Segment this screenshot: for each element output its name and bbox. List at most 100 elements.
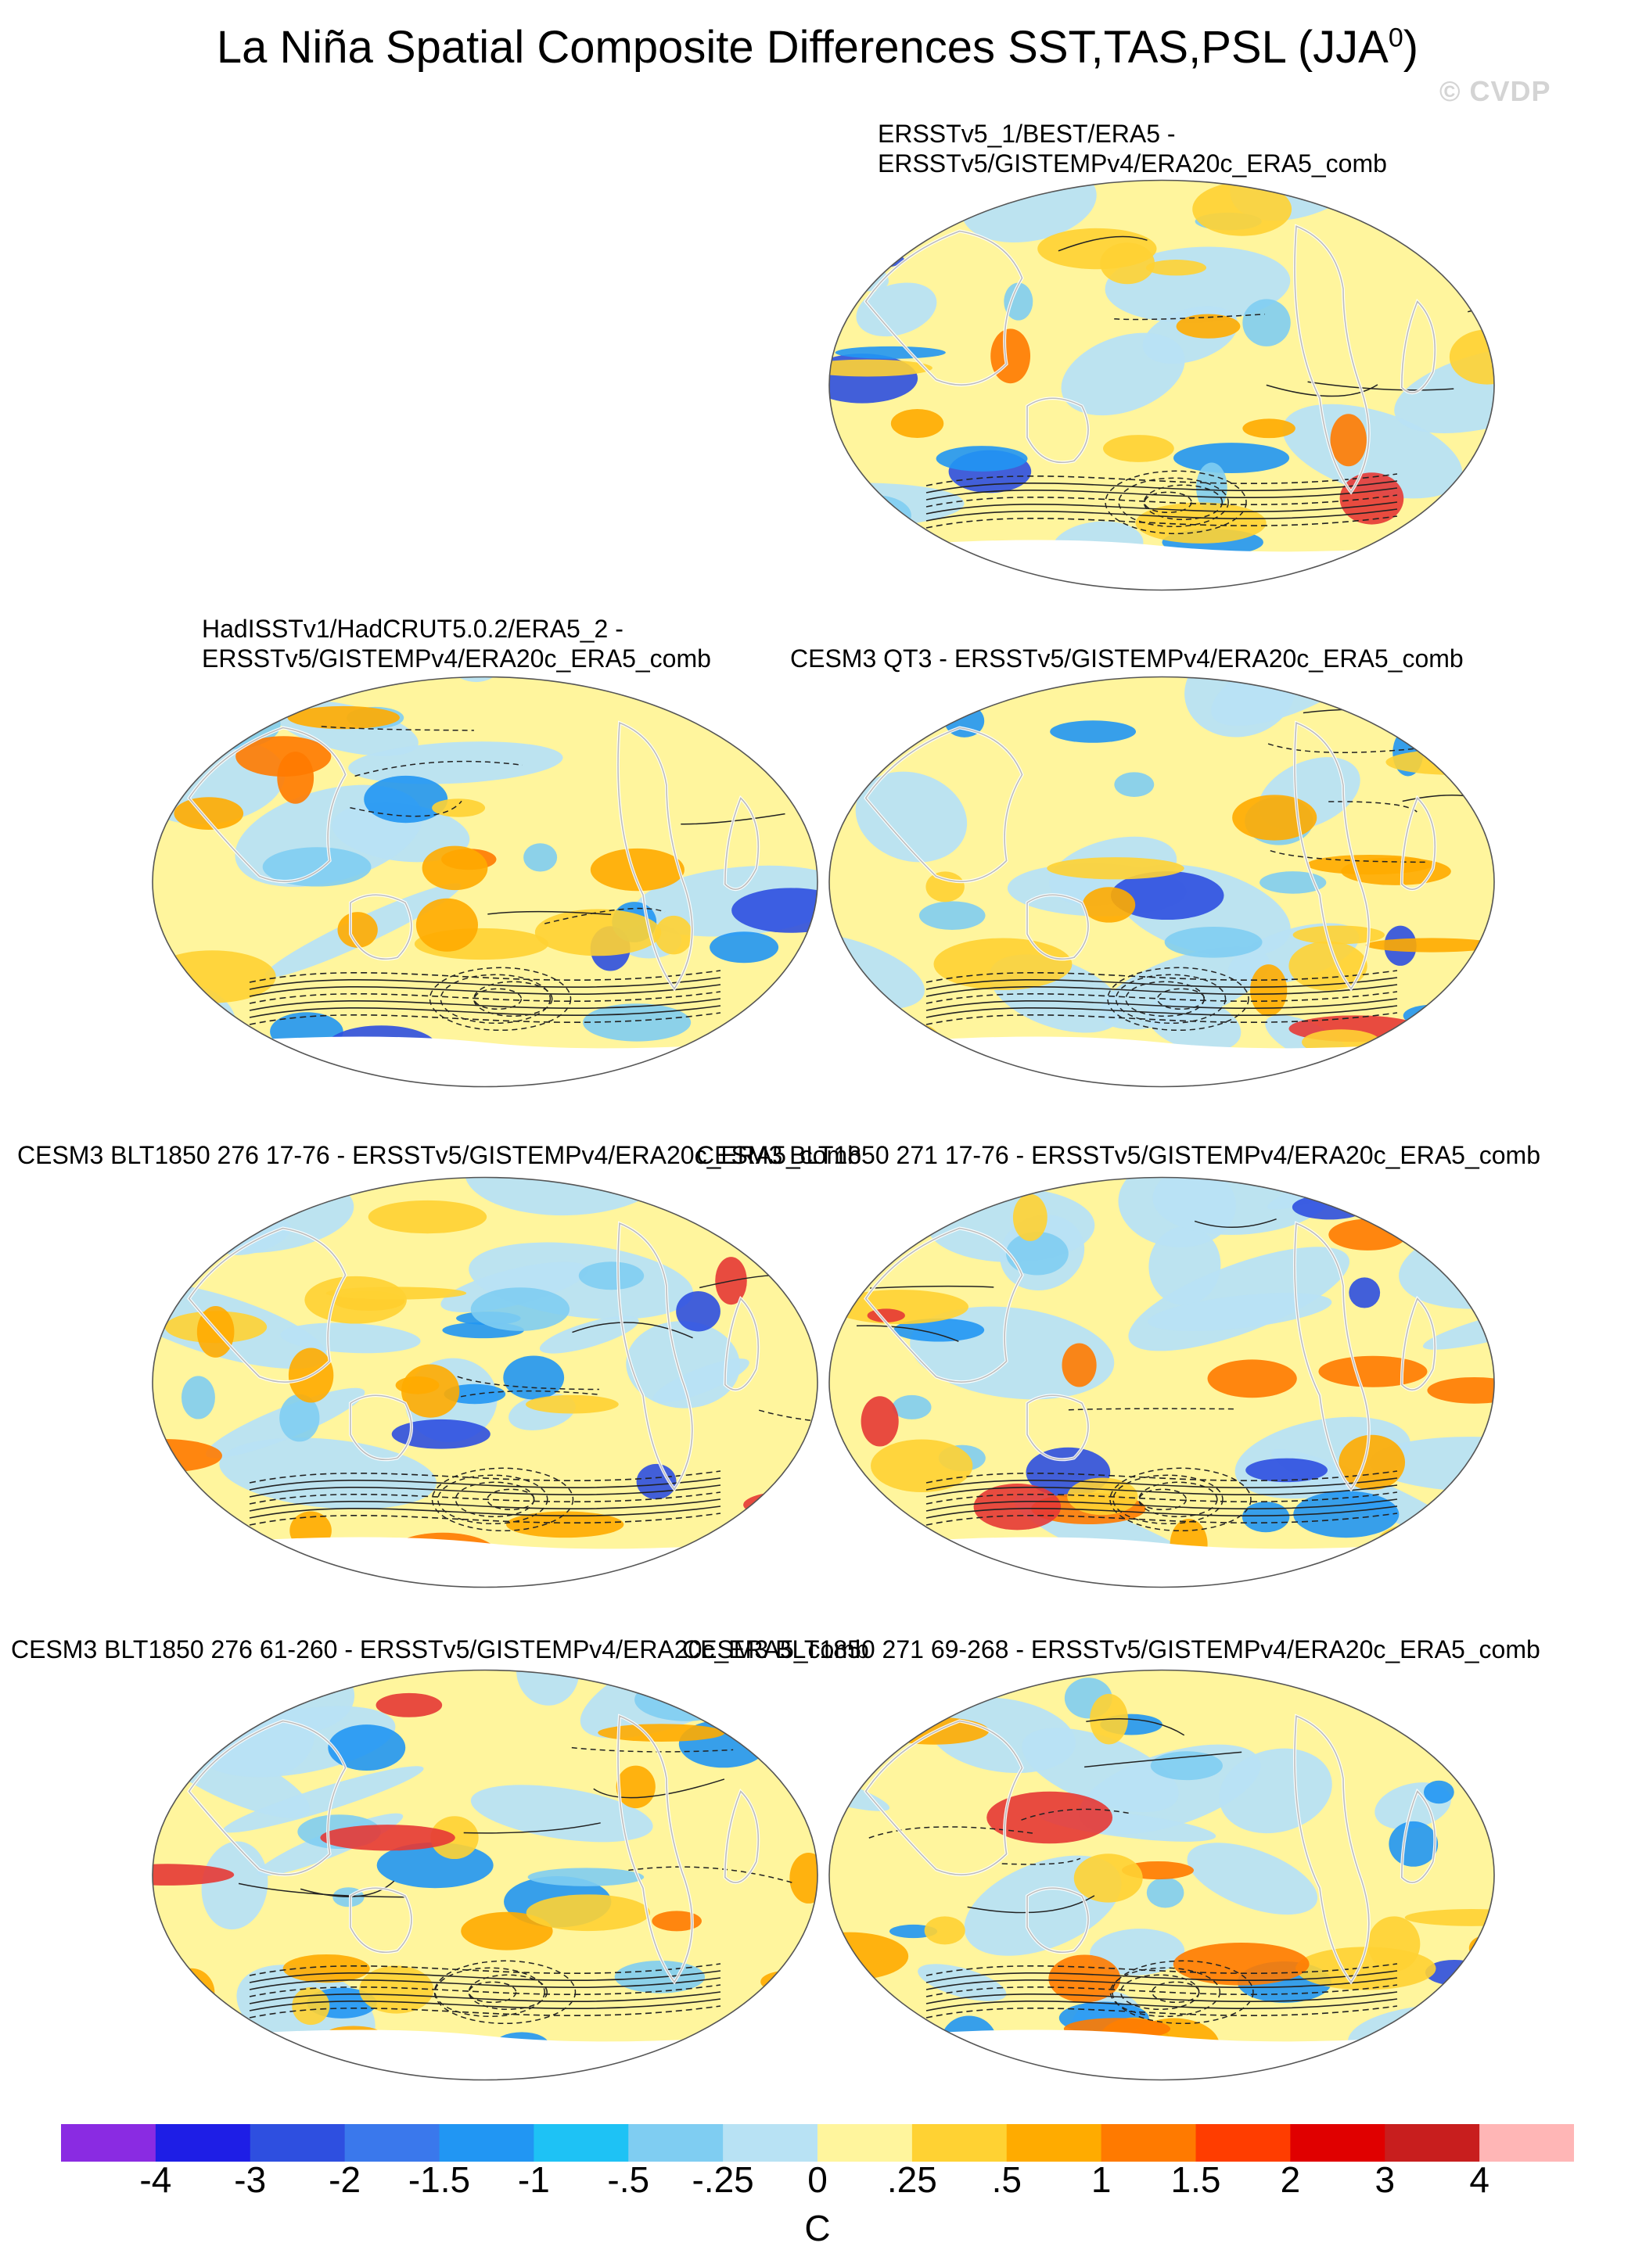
psl-contour — [460, 1390, 598, 1398]
psl-contour — [249, 1491, 721, 1505]
title-text: La Niña Spatial Composite Differences SS… — [216, 22, 1389, 73]
psl-contour — [155, 1197, 322, 1215]
colorbar-swatch — [250, 2124, 346, 2162]
warm-anomaly — [986, 1791, 1113, 1844]
warm-anomaly — [277, 752, 314, 804]
map-panel-3 — [828, 676, 1495, 1088]
cool-anomaly — [1242, 299, 1291, 346]
warm-anomaly — [1367, 1916, 1421, 1972]
warm-anomaly — [1449, 329, 1494, 385]
psl-contour — [925, 991, 1398, 1004]
psl-contour — [238, 1882, 407, 1898]
psl-contour — [925, 1998, 1398, 2011]
colorbar-tick-label: -3 — [234, 2159, 267, 2200]
cool-anomaly — [1423, 1780, 1454, 1804]
antarctica — [829, 1537, 1494, 1588]
cool-anomaly — [1114, 772, 1155, 798]
warm-anomaly — [1404, 1909, 1494, 1926]
psl-contour — [925, 998, 1398, 1011]
psl-contour — [434, 1967, 545, 2018]
psl-contour — [1058, 235, 1148, 252]
warm-anomaly — [789, 1852, 818, 1904]
coastline — [350, 1887, 412, 1954]
colorbar-unit: C — [804, 2208, 831, 2248]
cool-anomaly — [348, 741, 563, 784]
psl-contour — [1112, 1474, 1224, 1525]
warm-anomaly — [655, 915, 693, 955]
psl-contour — [925, 1984, 1398, 1997]
colorbar-swatch — [534, 2124, 629, 2162]
colorbar-tick-label: -.5 — [607, 2159, 650, 2200]
warm-anomaly — [1365, 938, 1494, 953]
cool-anomaly — [202, 2019, 264, 2054]
warm-anomaly — [1173, 1942, 1310, 1986]
cool-anomaly — [527, 1868, 645, 1886]
psl-contour — [1328, 801, 1420, 815]
coastline — [1294, 1715, 1370, 1983]
warm-anomaly — [1446, 1017, 1486, 1068]
psl-contour — [468, 1974, 548, 2011]
psl-contour — [925, 1498, 1398, 1512]
colorbar-tick-label: 0 — [807, 2159, 828, 2200]
antarctica — [829, 1036, 1494, 1087]
psl-contour — [1194, 1218, 1277, 1229]
psl-contour — [249, 1477, 721, 1491]
coastline — [617, 722, 693, 990]
warm-anomaly — [526, 1894, 651, 1932]
warm-anomaly — [1048, 1954, 1121, 2003]
psl-contour — [249, 2005, 721, 2019]
panel-label-5-line1: CESM3 BLT1850 271 17-76 - ERSSTv5/GISTEM… — [696, 1141, 1540, 1169]
cool-anomaly — [503, 1355, 565, 1400]
cool-anomaly — [710, 931, 779, 964]
colorbar-swatch — [61, 2124, 156, 2162]
psl-contour — [925, 970, 1398, 983]
psl-contour — [1086, 1718, 1185, 1736]
coastline — [724, 1297, 759, 1391]
psl-contour — [681, 813, 785, 825]
psl-contour — [1119, 1974, 1200, 2011]
warm-anomaly — [415, 898, 479, 952]
psl-contour — [249, 1470, 721, 1484]
psl-contour — [249, 977, 721, 990]
warm-anomaly — [1341, 857, 1451, 885]
psl-contour — [321, 726, 474, 731]
antarctica — [153, 2029, 818, 2080]
psl-contour — [249, 1963, 721, 1976]
psl-contour — [1125, 981, 1205, 1017]
psl-contour — [1138, 1488, 1188, 1511]
psl-contour — [249, 1005, 721, 1018]
cool-anomaly — [364, 775, 448, 824]
warm-anomaly — [337, 912, 378, 948]
colorbar-swatch — [439, 2124, 534, 2162]
panel-label-1-line2: ERSSTv5/GISTEMPv4/ERA20c_ERA5_comb — [878, 149, 1387, 178]
warm-anomaly — [1242, 418, 1295, 439]
warm-anomaly — [925, 871, 965, 903]
warm-anomaly — [368, 1200, 487, 1234]
warm-anomaly — [1250, 964, 1288, 1017]
coastline — [724, 797, 759, 890]
cool-anomaly — [219, 1437, 437, 1509]
title-close: ) — [1403, 22, 1419, 73]
colorbar-swatch — [723, 2124, 818, 2162]
coastline — [1294, 1222, 1370, 1491]
cool-anomaly — [1006, 1232, 1069, 1276]
coastline — [1400, 1790, 1436, 1883]
warm-anomaly — [590, 848, 685, 892]
warm-anomaly — [526, 1394, 619, 1414]
colorbar-swatch — [818, 2124, 913, 2162]
cool-anomaly — [855, 771, 968, 863]
colorbar-tick-label: 1.5 — [1170, 2159, 1221, 2200]
psl-contour — [455, 1481, 535, 1518]
psl-contour — [925, 1505, 1398, 1519]
coastline — [864, 1720, 1023, 1875]
coastline — [1400, 1297, 1436, 1391]
psl-contour — [925, 2005, 1398, 2019]
psl-contour — [1105, 470, 1247, 535]
cool-anomaly — [470, 1287, 570, 1331]
colorbar-tick-label: -2 — [329, 2159, 361, 2200]
warm-anomaly — [287, 705, 401, 730]
colorbar-swatch — [628, 2124, 724, 2162]
psl-contour — [865, 1206, 956, 1222]
psl-contour — [1138, 1481, 1218, 1518]
coastline — [864, 727, 1023, 882]
